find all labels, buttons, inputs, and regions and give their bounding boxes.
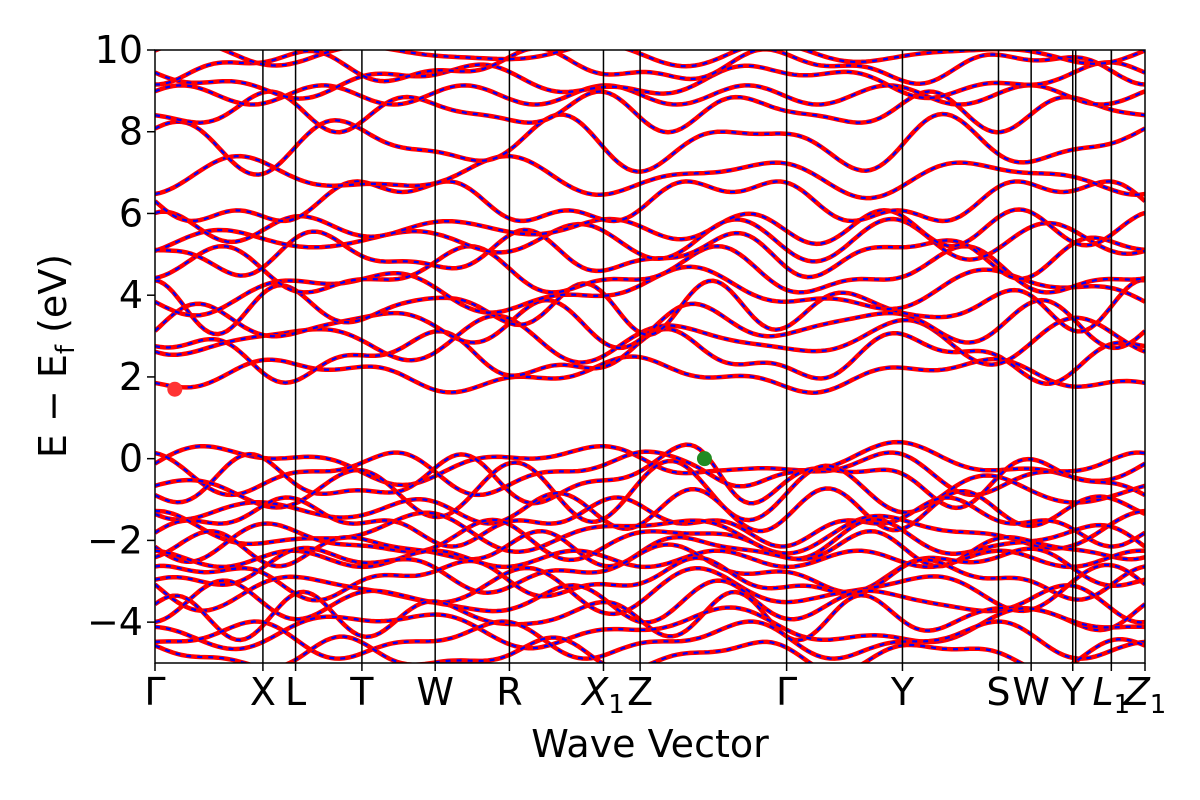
y-axis-label-main: E − E (31, 354, 75, 458)
valence-band-13-spin-down (155, 563, 1145, 616)
x-tick-label: Γ (776, 670, 797, 714)
y-tick-label: 2 (119, 355, 143, 399)
conduction-band-5-spin-down (155, 279, 1145, 336)
x-tick-label: X (250, 670, 276, 714)
y-tick-label: −4 (87, 600, 143, 644)
x-tick-label: R (496, 670, 522, 714)
valence-band-7-spin-down (155, 509, 1145, 555)
conduction-band-17-spin-down (155, 50, 1145, 86)
y-tick-label: 10 (95, 28, 143, 72)
conduction-band-4-spin-down (155, 298, 1145, 350)
x-tick-label: Γ (144, 670, 165, 714)
conduction-band-18-spin-down (155, 50, 1145, 68)
y-tick-label: −2 (87, 518, 143, 562)
y-axis-label-sub: f (51, 344, 81, 354)
y-axis-label-unit: (eV) (31, 254, 75, 345)
vbm-marker (696, 451, 712, 467)
valence-band-10-spin-down (155, 549, 1145, 569)
y-tick-label: 0 (119, 437, 143, 481)
x-tick-label: S (986, 670, 1010, 714)
x-tick-label: Y (1060, 670, 1085, 714)
conduction-band-4-spin-up (155, 297, 1145, 351)
y-tick-label: 8 (119, 110, 143, 154)
x-axis-label: Wave Vector (531, 722, 769, 766)
y-tick-label: 6 (119, 191, 143, 235)
conduction-band-16-spin-down (155, 61, 1145, 100)
x-tick-label: Z (627, 670, 653, 714)
y-tick-label: 4 (119, 273, 143, 317)
conduction-band-7-spin-down (155, 245, 1145, 294)
valence-band-6-spin-down (155, 496, 1145, 548)
conduction-band-2-spin-up (155, 326, 1145, 386)
x-tick-label: T (349, 670, 374, 714)
valence-band-4-spin-up (155, 458, 1145, 525)
conduction-band-14-spin-down (155, 90, 1145, 134)
x-tick-label: L1 (1092, 670, 1130, 720)
y-ticks: 10 8 6 4 2 0 −2 −4 (87, 28, 155, 644)
conduction-band-11-spin-down (155, 180, 1145, 223)
conduction-band-9-spin-up (155, 216, 1145, 264)
conduction-band-9-spin-down (155, 217, 1145, 263)
valence-band-17-spin-down (155, 620, 1145, 660)
valence-band-12-spin-down (155, 556, 1145, 602)
conduction-band-15-spin-down (155, 84, 1145, 106)
x-tick-label: W (1012, 670, 1050, 714)
x-tick-label: L (285, 670, 306, 714)
valence-band-18-spin-up (155, 634, 1145, 663)
x-tick-label: Y (890, 670, 915, 714)
kpoint-lines (262, 50, 1113, 663)
conduction-band-13-spin-down (155, 112, 1145, 176)
conduction-band-12-spin-up (155, 153, 1145, 201)
x-tick-label: W (416, 670, 454, 714)
x-tick-label: X1 (580, 670, 625, 720)
valence-band-8-spin-down (155, 518, 1145, 563)
conduction-band-10-spin-down (155, 208, 1145, 248)
conduction-band-12-spin-down (155, 154, 1145, 200)
conduction-band-17-spin-up (155, 50, 1145, 87)
plot-frame (154, 49, 1146, 664)
valence-band-11-spin-up (155, 542, 1145, 595)
cbm-marker (167, 381, 183, 397)
y-axis-label: E − Ef (eV) (31, 254, 81, 458)
valence-band-5-spin-down (155, 487, 1145, 533)
x-tick-label: Z1 (1123, 670, 1167, 720)
valence-band-9-spin-down (155, 530, 1145, 568)
band-edge-markers (167, 381, 712, 467)
bands-layer (155, 50, 1145, 663)
